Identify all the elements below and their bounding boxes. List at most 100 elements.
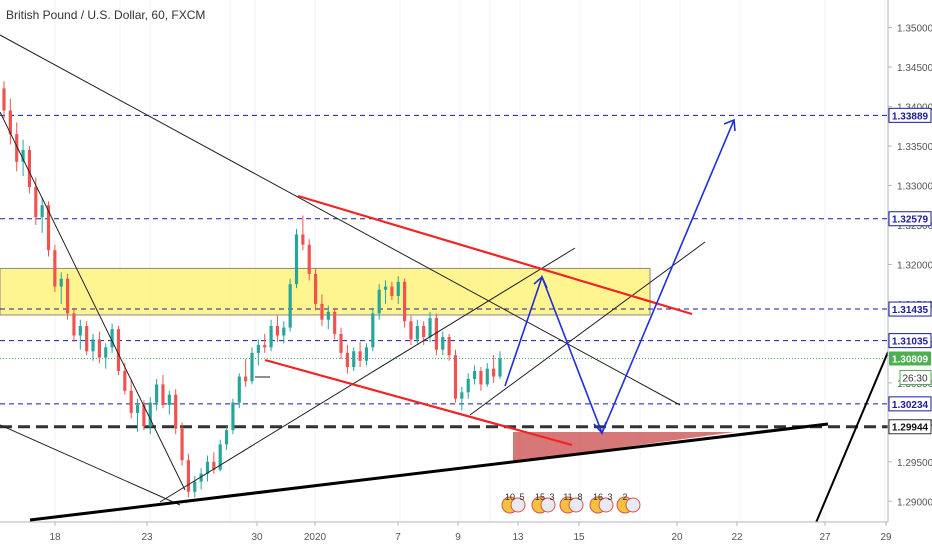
candle-body <box>441 337 445 350</box>
candle-body <box>85 326 89 352</box>
candle-body <box>161 384 165 405</box>
arrow-head-down <box>593 421 607 435</box>
event-count-label: 3 <box>607 492 612 502</box>
time-tick-label: 7 <box>395 532 401 543</box>
event-count-label: 5 <box>519 492 524 502</box>
candle-body <box>72 313 76 336</box>
candle-body <box>453 355 458 399</box>
candle-body <box>224 430 229 445</box>
candle-body <box>97 339 101 358</box>
channel-line-lower[interactable] <box>469 241 706 416</box>
candle-body <box>320 303 324 320</box>
time-tick-label: 13 <box>512 532 524 543</box>
level-badge-label: 1.31035 <box>892 337 929 348</box>
candle-body <box>21 149 25 162</box>
major-support-line[interactable] <box>29 422 829 522</box>
trend-line-left[interactable] <box>0 111 186 491</box>
candle-body <box>205 461 210 474</box>
candle-body <box>460 392 464 399</box>
candle-body <box>307 244 311 274</box>
price-tick-label: 1.29000 <box>897 497 932 508</box>
candle-body <box>46 205 51 251</box>
candle-body <box>269 326 273 348</box>
candle-body <box>263 344 267 348</box>
event-flag-icon[interactable] <box>510 497 526 513</box>
candle-body <box>2 88 6 111</box>
time-tick-label: 29 <box>880 532 892 543</box>
event-flag-icon[interactable] <box>540 497 556 513</box>
candle-body <box>116 329 121 372</box>
candle-body <box>466 378 470 393</box>
time-tick-label: 2020 <box>304 532 327 543</box>
event-count-label: 2 <box>622 492 627 502</box>
projection-path <box>504 119 735 436</box>
candle-body <box>142 404 146 427</box>
candle-body <box>377 289 381 314</box>
candle-body <box>345 352 349 368</box>
candle-body <box>135 404 140 413</box>
price-tick-label: 1.33000 <box>897 182 932 193</box>
trend-line-lower-left[interactable] <box>0 424 181 506</box>
candle-body <box>282 327 286 336</box>
candle-body <box>186 460 190 492</box>
candle-body <box>492 368 496 377</box>
red-trend-upper[interactable] <box>297 194 693 316</box>
candle-body <box>8 110 12 135</box>
event-count-label: 10 <box>505 492 515 502</box>
level-badge <box>888 211 932 227</box>
candle-body <box>390 286 394 297</box>
candle-body <box>472 371 477 379</box>
candle-body <box>78 326 82 336</box>
price-tick-label: 1.34500 <box>897 63 932 74</box>
candle-body <box>364 347 369 361</box>
level-badge-label: 1.31435 <box>892 305 929 316</box>
arrow-head-target <box>723 118 736 132</box>
candle-body <box>27 149 32 188</box>
candle-body <box>498 358 502 377</box>
countdown-badge <box>899 369 932 385</box>
time-axis-bg <box>0 522 932 550</box>
candle-body <box>428 318 432 338</box>
candle-body <box>237 376 241 403</box>
level-badge-label: 1.29944 <box>892 423 929 434</box>
event-flag-icon[interactable] <box>598 497 614 513</box>
level-badge <box>888 419 932 435</box>
event-flag-icon[interactable] <box>625 497 641 513</box>
time-tick-label: 15 <box>573 532 585 543</box>
red-trend-lower[interactable] <box>264 358 573 447</box>
event-flag-icon[interactable] <box>568 497 584 513</box>
candle-body <box>40 205 44 218</box>
candle-body <box>212 461 216 470</box>
level-badge-label: 1.32579 <box>892 215 929 226</box>
level-badge-label: 1.33889 <box>892 111 929 122</box>
price-tick-label: 1.32500 <box>897 221 932 232</box>
candle-body <box>409 321 413 340</box>
channel-line-upper[interactable] <box>159 247 576 503</box>
level-badge <box>888 301 932 317</box>
candle-body <box>485 368 489 385</box>
candle-body <box>294 234 299 285</box>
candle-body <box>167 394 171 405</box>
time-tick-label: 22 <box>731 532 743 543</box>
candle-body <box>174 394 178 429</box>
arrow-head-up <box>533 275 548 289</box>
level-badge <box>888 107 932 123</box>
candle-body <box>123 371 127 391</box>
candle-body <box>256 344 260 353</box>
candle-body <box>314 273 318 304</box>
time-tick-label: 27 <box>819 532 831 543</box>
right-steep-line[interactable] <box>814 351 889 526</box>
candle-body <box>250 352 254 382</box>
event-count-label: 15 <box>535 492 545 502</box>
time-tick-label: 18 <box>49 532 61 543</box>
candle-body <box>53 250 57 287</box>
candle-body <box>403 281 407 322</box>
candle-body <box>352 351 356 368</box>
price-tick-label: 1.33500 <box>897 142 932 153</box>
candle-body <box>244 376 248 382</box>
candle-body <box>358 351 362 361</box>
candle-body <box>301 234 305 245</box>
candle-body <box>34 187 38 218</box>
